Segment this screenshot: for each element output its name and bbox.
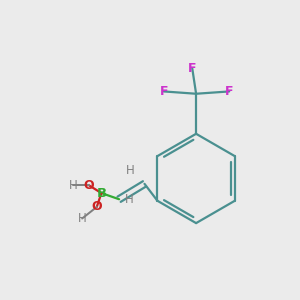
Text: H: H bbox=[78, 212, 86, 225]
Text: H: H bbox=[125, 193, 134, 206]
Text: B: B bbox=[96, 187, 106, 200]
Text: O: O bbox=[84, 179, 94, 192]
Text: F: F bbox=[160, 85, 168, 98]
Text: O: O bbox=[92, 200, 102, 213]
Text: H: H bbox=[68, 179, 77, 192]
Text: F: F bbox=[225, 85, 233, 98]
Text: F: F bbox=[188, 62, 196, 75]
Text: H: H bbox=[126, 164, 135, 177]
